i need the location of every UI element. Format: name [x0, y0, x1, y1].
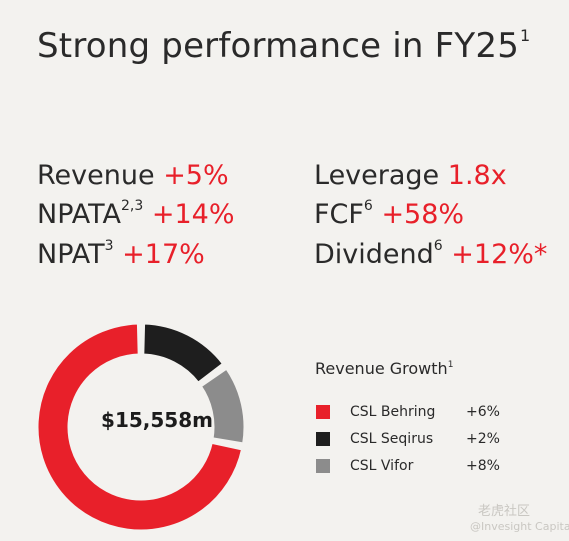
legend-swatch: [316, 432, 330, 446]
metric-label: FCF: [314, 199, 364, 230]
metric-footnote: 6: [433, 238, 443, 254]
legend-title: Revenue Growth1: [315, 359, 453, 378]
legend-series-name: CSL Vifor: [350, 458, 414, 474]
donut-center-label: $15,558m: [101, 408, 213, 432]
metric-footnote: 2,3: [121, 198, 144, 214]
donut-slice-csl-seqirus: [141, 321, 226, 386]
metric-value: 1.8x: [447, 160, 507, 191]
legend-title-footnote: 1: [447, 360, 454, 370]
page-title: Strong performance in FY251: [37, 26, 530, 66]
legend-series-name: CSL Seqirus: [350, 431, 434, 447]
watermark-text: 老虎社区: [478, 504, 531, 519]
legend-series-name: CSL Behring: [350, 404, 436, 420]
legend-swatch: [316, 405, 330, 419]
metric-footnote: 6: [363, 198, 373, 214]
metric-footnote: 3: [104, 238, 114, 254]
donut-slice-csl-behring: [35, 321, 245, 533]
metric-label: Dividend: [314, 239, 434, 270]
metric-npat: NPAT3 +17%: [37, 229, 205, 272]
page-title-text: Strong performance in FY25: [37, 26, 520, 66]
metric-value: +12%*: [451, 239, 548, 270]
metric-leverage: Leverage 1.8x: [314, 150, 507, 193]
watermark-credit: @Invesight Capital: [470, 520, 569, 533]
metric-value: +14%: [151, 199, 235, 230]
title-footnote: 1: [520, 26, 531, 45]
metric-revenue: Revenue +5%: [37, 150, 229, 193]
legend-growth-value: +2%: [466, 431, 500, 447]
metric-fcf: FCF6 +58%: [314, 189, 464, 232]
donut-slice-csl-vifor: [198, 365, 247, 446]
legend-growth-value: +6%: [466, 404, 500, 420]
legend-growth-value: +8%: [466, 458, 500, 474]
metric-dividend: Dividend6 +12%*: [314, 229, 547, 272]
metric-label: Leverage: [314, 160, 440, 191]
metric-npata: NPATA2,3 +14%: [37, 189, 235, 232]
revenue-donut-chart: [35, 321, 247, 533]
metric-value: +5%: [163, 160, 229, 191]
metric-label: Revenue: [37, 160, 155, 191]
metric-value: +17%: [122, 239, 205, 270]
metric-label: NPATA: [37, 199, 121, 230]
metric-value: +58%: [381, 199, 465, 230]
legend-swatch: [316, 459, 330, 473]
metric-label: NPAT: [37, 239, 105, 270]
legend-title-text: Revenue Growth: [315, 359, 448, 378]
